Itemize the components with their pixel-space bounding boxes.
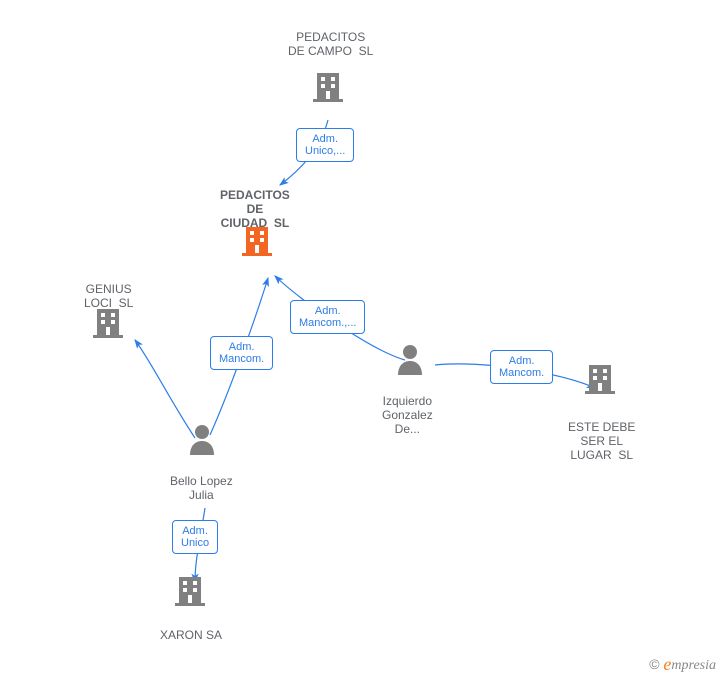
- edge-label-e6[interactable]: Adm. Unico: [172, 520, 218, 554]
- node-este_debe_ser[interactable]: [583, 361, 617, 395]
- node-label-xaron: XARON SA: [160, 628, 222, 642]
- node-label-izquierdo: Izquierdo Gonzalez De...: [382, 394, 433, 436]
- building-icon: [173, 573, 207, 607]
- edges-layer: [0, 0, 728, 685]
- building-icon: [91, 305, 125, 339]
- building-icon: [311, 69, 345, 103]
- edge-label-e2[interactable]: Adm. Mancom.,...: [290, 300, 365, 334]
- watermark: © empresia: [649, 654, 716, 675]
- node-label-genius_loci: GENIUS LOCI SL: [84, 282, 133, 310]
- building-icon: [583, 361, 617, 395]
- node-bello_lopez[interactable]: [185, 423, 219, 455]
- node-label-pedacitos_campo: PEDACITOS DE CAMPO SL: [288, 30, 373, 58]
- node-genius_loci[interactable]: [91, 305, 125, 339]
- edge-label-e1[interactable]: Adm. Unico,...: [296, 128, 354, 162]
- diagram-canvas: PEDACITOS DE CAMPO SL PEDACITOS DE CIUDA…: [0, 0, 728, 685]
- node-label-pedacitos_ciudad: PEDACITOS DE CIUDAD SL: [220, 188, 290, 230]
- brand-rest: mpresia: [671, 658, 716, 673]
- edge-label-e3[interactable]: Adm. Mancom.: [210, 336, 273, 370]
- node-xaron[interactable]: [173, 573, 207, 607]
- node-label-este_debe_ser: ESTE DEBE SER EL LUGAR SL: [568, 420, 635, 462]
- node-izquierdo[interactable]: [393, 343, 427, 375]
- node-pedacitos_campo[interactable]: [311, 69, 345, 103]
- person-icon: [395, 343, 425, 375]
- copyright-symbol: ©: [649, 656, 659, 672]
- edge-label-e5[interactable]: Adm. Mancom.: [490, 350, 553, 384]
- person-icon: [187, 423, 217, 455]
- node-label-bello_lopez: Bello Lopez Julia: [170, 474, 233, 502]
